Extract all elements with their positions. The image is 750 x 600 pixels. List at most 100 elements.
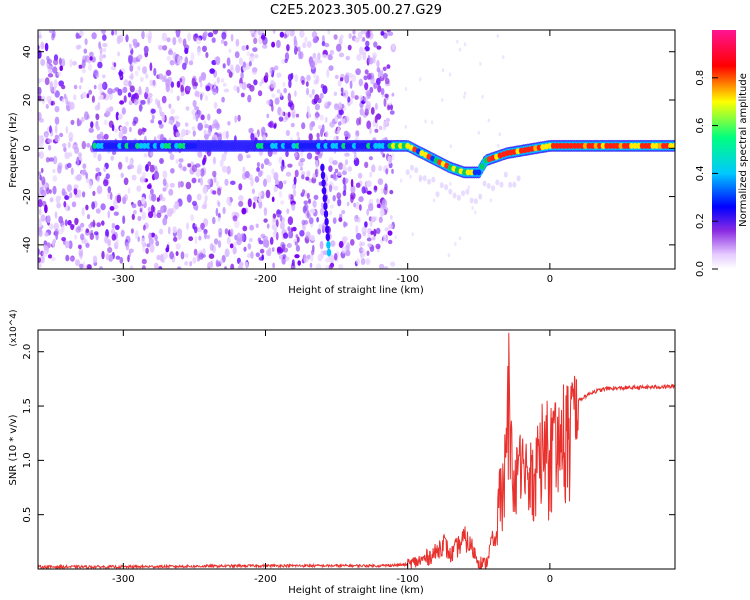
noise-speckle bbox=[347, 44, 352, 51]
noise-speckle bbox=[230, 263, 235, 269]
noise-speckle bbox=[200, 114, 205, 121]
noise-speckle bbox=[359, 107, 364, 116]
noise-speckle bbox=[90, 121, 94, 129]
noise-speckle bbox=[54, 105, 60, 113]
noise-speckle bbox=[223, 40, 228, 47]
noise-speckle bbox=[497, 143, 500, 148]
noise-speckle bbox=[134, 70, 139, 77]
noise-speckle bbox=[137, 215, 142, 222]
noise-speckle bbox=[61, 98, 65, 103]
noise-speckle bbox=[162, 45, 168, 51]
noise-speckle bbox=[309, 60, 315, 68]
colorbar: 0.0 0.2 0.4 0.6 0.8 Normalized spectral ampl… bbox=[695, 30, 749, 277]
noise-speckle bbox=[103, 133, 109, 140]
noise-speckle bbox=[124, 121, 130, 126]
ridge-core bbox=[309, 142, 315, 149]
noise-speckle bbox=[52, 66, 58, 74]
noise-speckle bbox=[330, 174, 335, 179]
noise-speckle bbox=[102, 47, 107, 53]
noise-speckle bbox=[166, 244, 170, 253]
noise-speckle bbox=[85, 204, 89, 211]
noise-speckle bbox=[102, 34, 107, 41]
noise-speckle bbox=[322, 250, 328, 256]
ridge-core bbox=[120, 142, 126, 149]
noise-speckle bbox=[273, 172, 279, 181]
noise-speckle bbox=[456, 39, 459, 44]
noise-speckle bbox=[308, 133, 313, 142]
noise-speckle bbox=[364, 82, 369, 91]
noise-speckle bbox=[148, 237, 154, 246]
noise-speckle bbox=[157, 120, 163, 125]
noise-speckle bbox=[150, 188, 154, 195]
noise-speckle bbox=[222, 63, 226, 69]
noise-speckle bbox=[276, 72, 282, 78]
noise-speckle bbox=[271, 41, 276, 48]
colorbar-tick-label: 0.0 bbox=[695, 261, 706, 277]
noise-speckle bbox=[63, 146, 67, 153]
noise-speckle bbox=[210, 260, 214, 268]
noise-speckle bbox=[357, 31, 363, 39]
noise-speckle bbox=[81, 67, 86, 74]
noise-speckle bbox=[138, 86, 142, 95]
noise-speckle bbox=[355, 182, 361, 188]
noise-speckle bbox=[387, 105, 391, 110]
noise-speckle bbox=[246, 154, 251, 159]
noise-speckle bbox=[199, 81, 203, 88]
noise-speckle bbox=[233, 241, 238, 247]
noise-speckle bbox=[354, 202, 361, 210]
noise-speckle bbox=[180, 91, 185, 97]
noise-speckle bbox=[306, 209, 310, 219]
noise-speckle bbox=[151, 193, 157, 202]
noise-speckle bbox=[258, 240, 264, 245]
noise-speckle bbox=[240, 72, 244, 80]
y-tick-label: 40 bbox=[22, 45, 33, 58]
noise-speckle bbox=[265, 189, 271, 199]
noise-speckle bbox=[234, 234, 239, 241]
noise-speckle bbox=[301, 219, 306, 226]
ridge-core bbox=[611, 142, 617, 149]
noise-speckle bbox=[161, 95, 167, 104]
ridge-core bbox=[138, 142, 144, 149]
noise-speckle bbox=[387, 31, 394, 37]
noise-speckle bbox=[194, 235, 198, 245]
noise-speckle bbox=[308, 93, 313, 99]
x-tick-label: 0 bbox=[547, 274, 553, 285]
noise-speckle bbox=[288, 79, 292, 89]
noise-speckle bbox=[95, 167, 100, 172]
noise-speckle bbox=[198, 235, 202, 241]
noise-speckle bbox=[314, 94, 320, 102]
noise-speckle bbox=[291, 203, 296, 211]
noise-speckle bbox=[69, 192, 73, 199]
noise-speckle bbox=[131, 203, 137, 209]
noise-speckle bbox=[227, 69, 231, 74]
noise-speckle bbox=[329, 204, 335, 209]
noise-speckle bbox=[394, 235, 397, 240]
noise-speckle bbox=[260, 163, 264, 170]
noise-speckle bbox=[295, 234, 299, 239]
noise-speckle bbox=[251, 67, 258, 75]
noise-speckle bbox=[291, 184, 296, 190]
noise-speckle bbox=[146, 184, 152, 190]
ridge-core bbox=[344, 142, 350, 149]
noise-speckle bbox=[158, 266, 163, 269]
noise-speckle bbox=[119, 100, 125, 105]
noise-speckle bbox=[378, 125, 383, 131]
noise-speckle bbox=[64, 151, 70, 157]
noise-speckle bbox=[117, 51, 121, 57]
noise-speckle bbox=[170, 168, 175, 174]
noise-speckle bbox=[316, 216, 319, 223]
noise-speckle bbox=[177, 55, 183, 65]
noise-speckle bbox=[306, 192, 310, 199]
noise-speckle bbox=[225, 130, 229, 140]
noise-speckle bbox=[38, 171, 42, 176]
colorbar-tick-label: 0.6 bbox=[695, 118, 706, 134]
noise-speckle bbox=[350, 192, 356, 200]
noise-speckle bbox=[300, 166, 303, 171]
noise-speckle bbox=[364, 161, 369, 168]
noise-speckle bbox=[75, 44, 81, 50]
colorbar-tick-label: 0.2 bbox=[695, 213, 706, 229]
noise-speckle bbox=[129, 65, 134, 72]
noise-speckle bbox=[322, 85, 328, 94]
noise-speckle bbox=[78, 85, 82, 90]
noise-speckle bbox=[284, 52, 290, 61]
